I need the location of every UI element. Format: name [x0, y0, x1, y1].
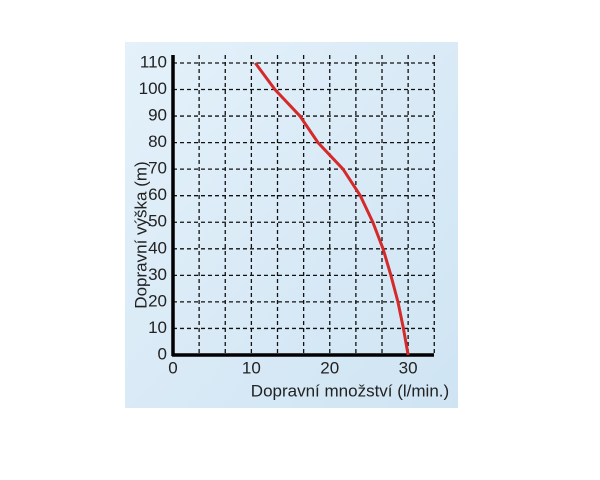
x-axis-label: Dopravní množství (l/min.) [251, 381, 449, 400]
y-tick-label: 100 [139, 79, 167, 98]
y-tick-label: 10 [148, 318, 167, 337]
data-line [254, 62, 410, 356]
panel [125, 42, 458, 408]
y-tick-label: 0 [158, 344, 167, 363]
x-tick-label: 0 [168, 358, 177, 377]
y-tick-label: 30 [148, 265, 167, 284]
y-tick-label: 60 [148, 185, 167, 204]
x-tick-label: 10 [242, 358, 261, 377]
y-tick-label: 20 [148, 291, 167, 310]
x-tick-label: 20 [320, 358, 339, 377]
y-tick-label: 50 [148, 212, 167, 231]
y-tick-label: 80 [148, 132, 167, 151]
y-tick-label: 40 [148, 238, 167, 257]
y-axis-label: Dopravní výška (m) [131, 161, 150, 308]
y-tick-label: 70 [148, 159, 167, 178]
x-tick-label: 30 [399, 358, 418, 377]
y-tick-label: 90 [148, 106, 167, 125]
y-tick-label: 110 [140, 52, 167, 71]
